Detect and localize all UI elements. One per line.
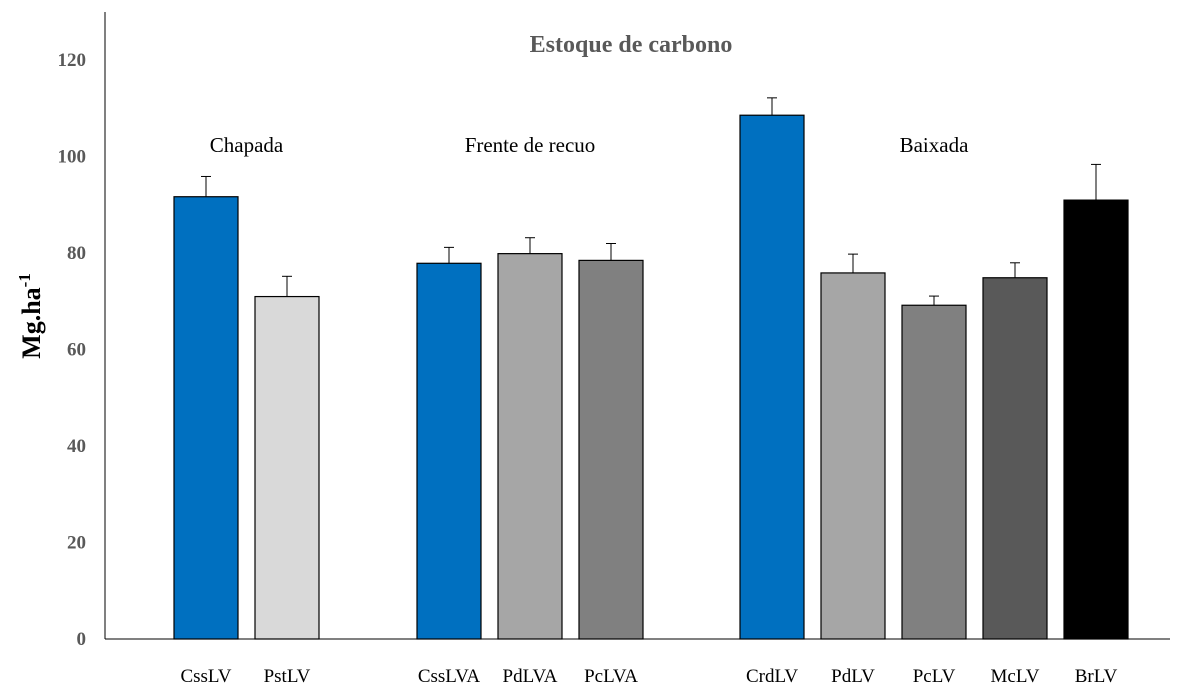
y-tick-label: 0 — [77, 629, 87, 650]
y-axis-label-main: Mg.ha — [17, 287, 46, 359]
x-tick-label: McLV — [991, 666, 1040, 686]
y-tick-label: 60 — [67, 340, 86, 361]
y-tick-labels: 0 20 40 60 80 100 120 — [58, 50, 87, 650]
x-tick-label: CssLVA — [418, 666, 481, 686]
x-tick-label: PstLV — [264, 666, 311, 686]
chart-title: Estoque de carbono — [530, 32, 733, 58]
y-axis-label: Mg.ha-1 — [15, 273, 46, 359]
error-bars — [201, 97, 1101, 306]
x-tick-label: PdLVA — [503, 666, 558, 686]
bar-McLV — [982, 277, 1048, 640]
x-tick-label: CrdLV — [746, 666, 798, 686]
x-tick-label: CssLV — [180, 666, 231, 686]
group-label: Chapada — [210, 133, 284, 157]
x-tick-label: PcLVA — [584, 666, 638, 686]
group-label: Baixada — [900, 133, 969, 157]
x-tick-label: PcLV — [913, 666, 956, 686]
y-tick-label: 80 — [67, 243, 86, 264]
x-tick-label: BrLV — [1075, 666, 1118, 686]
x-tick-label: PdLV — [831, 666, 875, 686]
bars — [173, 114, 1129, 640]
group-label: Frente de recuo — [465, 133, 596, 157]
bar-CrdLV — [739, 114, 805, 640]
y-axis-label-sup: -1 — [15, 273, 34, 287]
bar-PdLV — [820, 272, 886, 640]
bar-PcLVA — [578, 259, 644, 640]
x-tick-labels: CssLV PstLV CssLVA PdLVA PcLVA CrdLV PdLV PcLV M… — [180, 666, 1117, 686]
y-tick-label: 120 — [58, 50, 87, 71]
bar-PcLV — [901, 304, 967, 640]
bar-CssLVA — [416, 262, 482, 640]
bar-PstLV — [254, 295, 320, 640]
bar-CssLV — [173, 196, 239, 640]
group-labels: Chapada Frente de recuo Baixada — [210, 133, 969, 157]
y-tick-label: 20 — [67, 533, 86, 554]
bar-BrLV — [1063, 199, 1129, 640]
bar-PdLVA — [497, 253, 563, 640]
y-tick-label: 40 — [67, 436, 86, 457]
y-tick-label: 100 — [58, 147, 87, 168]
